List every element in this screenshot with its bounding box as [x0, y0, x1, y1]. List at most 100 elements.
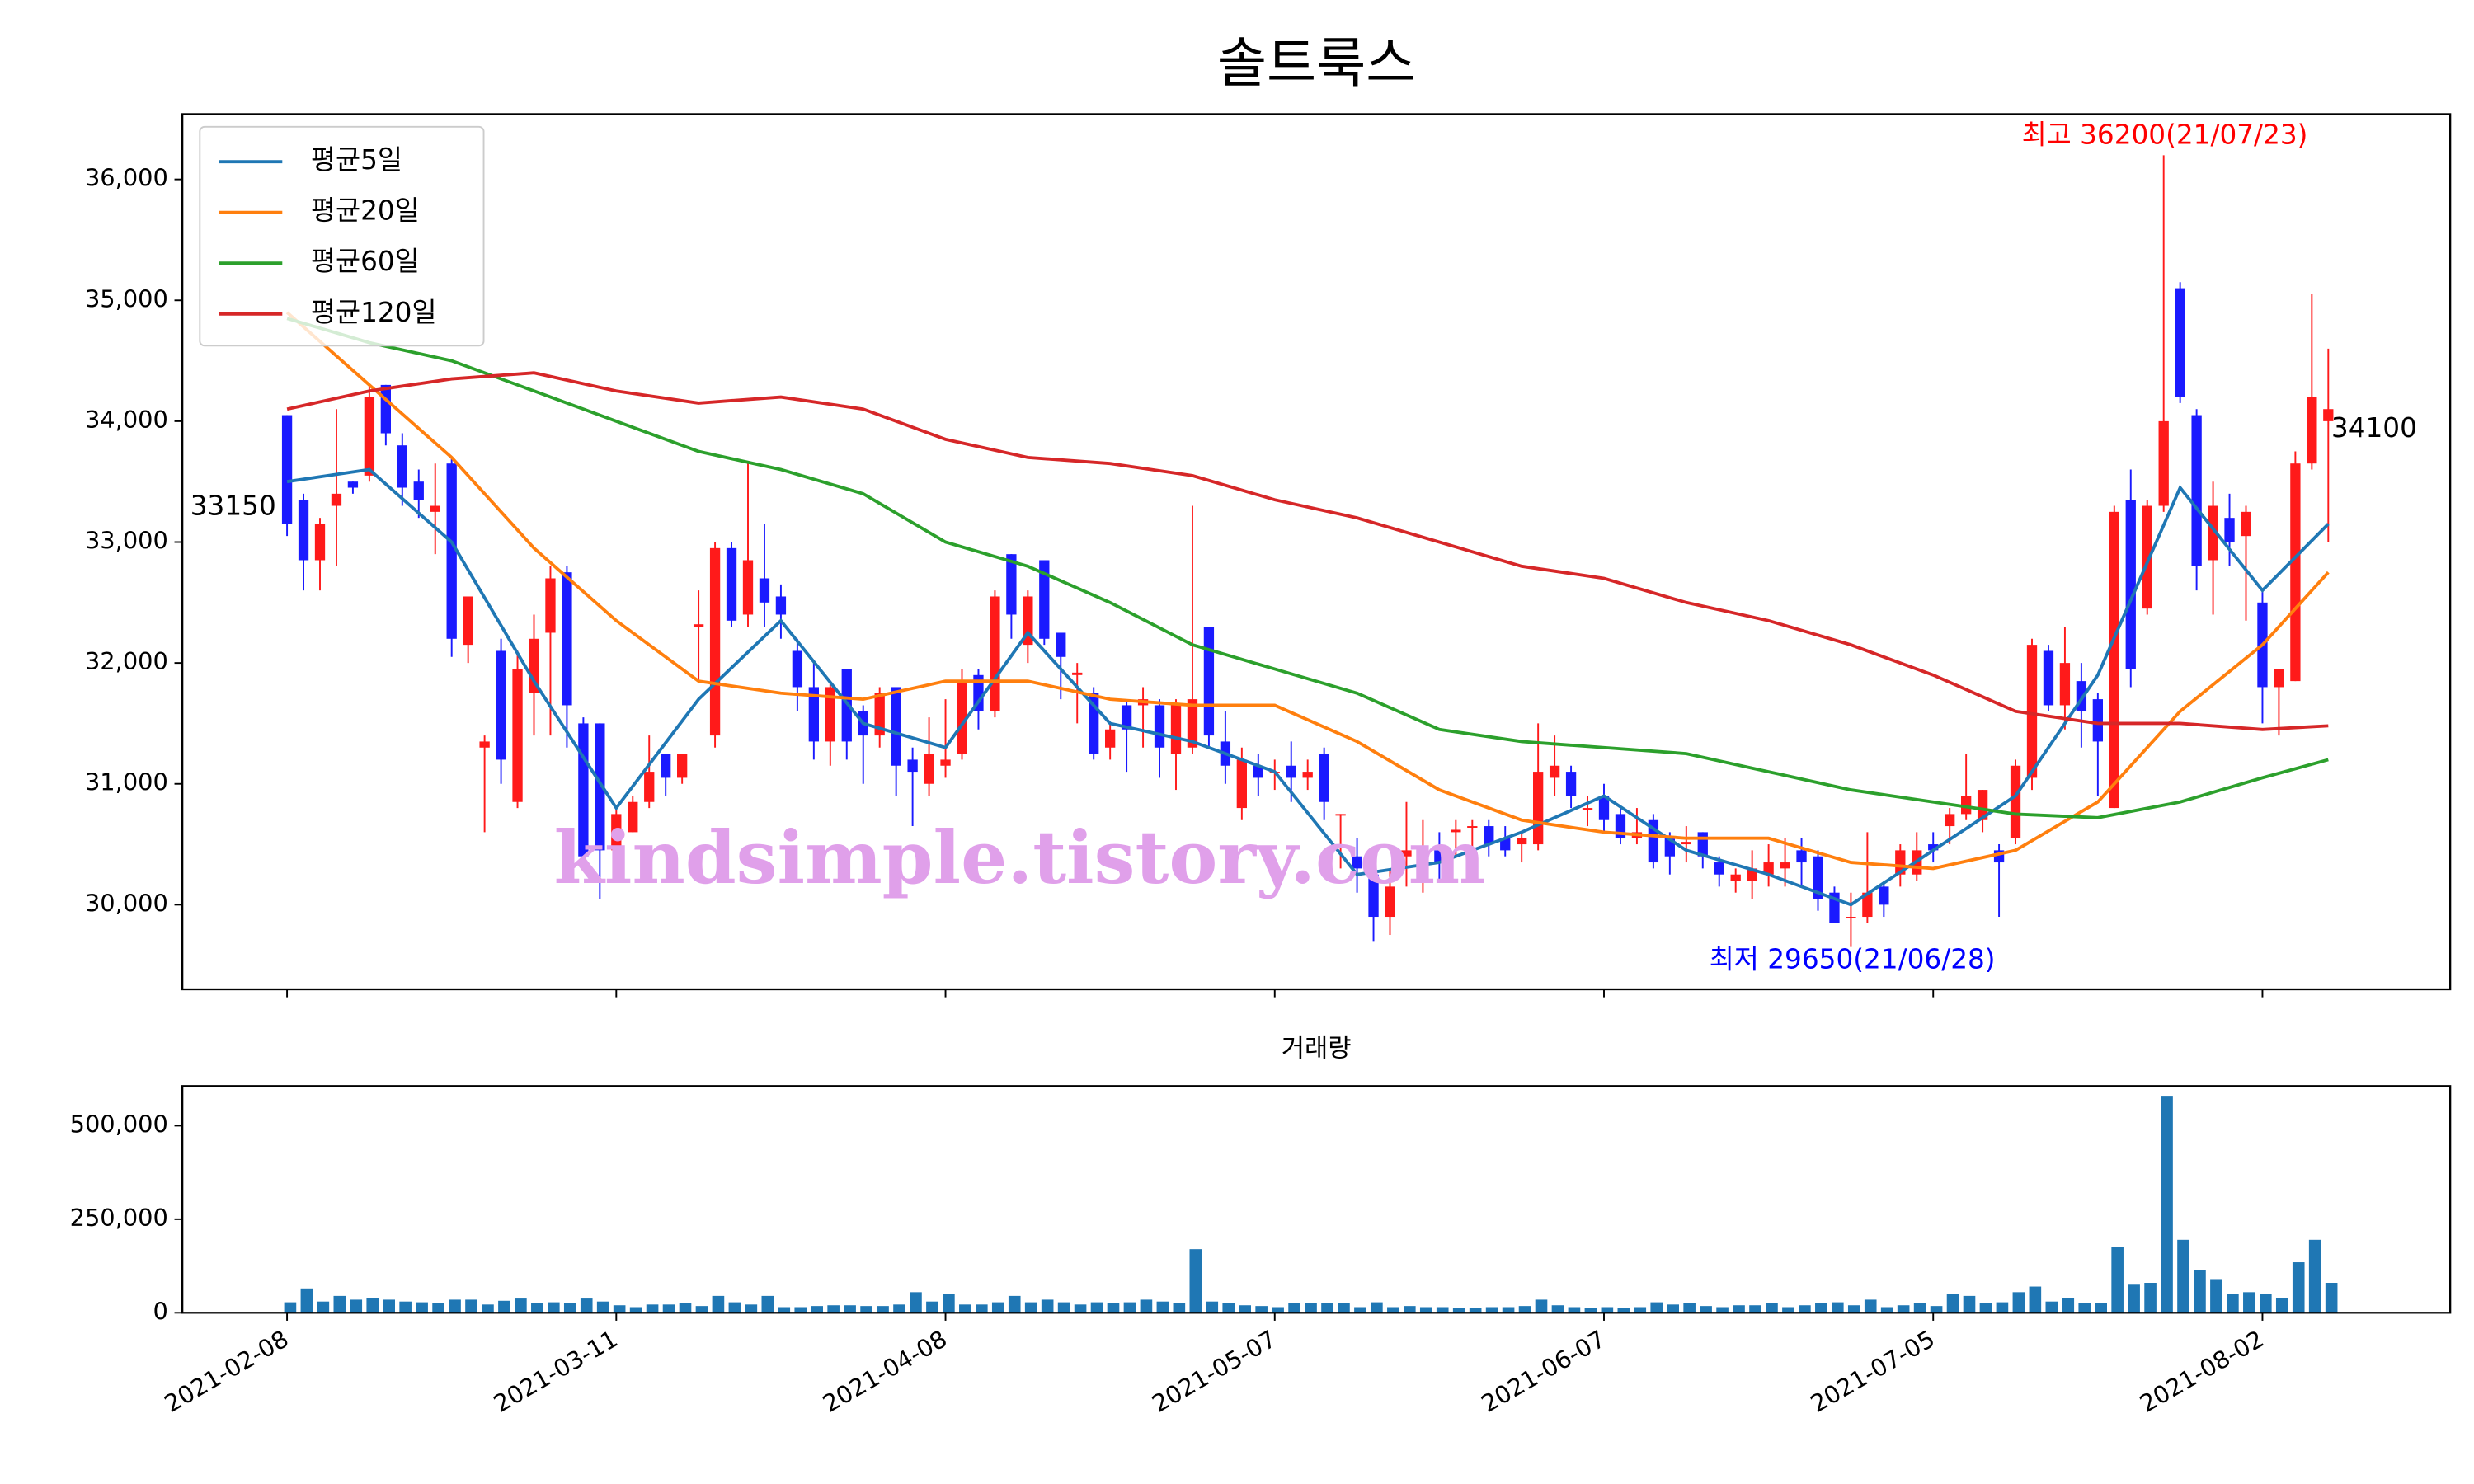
candle-body	[973, 674, 984, 711]
volume-bar	[910, 1292, 922, 1313]
candle-body	[2307, 397, 2317, 464]
candle-body	[496, 650, 506, 760]
candle-body	[1385, 886, 1395, 918]
volume-bar	[1404, 1306, 1416, 1313]
candle-body	[479, 741, 490, 748]
volume-bar	[712, 1295, 725, 1313]
candle-body	[907, 759, 918, 773]
candle-body	[2158, 420, 2169, 506]
candle-body	[1846, 917, 1856, 918]
volume-bar	[2095, 1303, 2107, 1313]
volume-bar	[1024, 1302, 1037, 1313]
plot-frame	[181, 113, 2452, 991]
y-tick-label: 0	[153, 1297, 168, 1325]
candle-body	[2274, 669, 2284, 688]
volume-bar	[1880, 1307, 1893, 1313]
volume-bar	[563, 1303, 576, 1313]
candle-body	[1121, 705, 1132, 730]
candle-body	[1352, 856, 1362, 869]
volume-bar	[1255, 1306, 1268, 1313]
volume-bar	[1650, 1302, 1663, 1313]
volume-bar	[1979, 1303, 1992, 1313]
candle-body	[792, 650, 803, 688]
volume-bar	[1288, 1303, 1300, 1313]
volume-bar	[1832, 1302, 1844, 1313]
legend-label: 평균5일	[311, 144, 402, 176]
volume-bar	[1617, 1308, 1630, 1313]
candle-body	[1368, 874, 1379, 918]
candle-body	[1681, 842, 1691, 845]
candle-body	[364, 397, 375, 476]
candle-body	[545, 578, 556, 633]
volume-bar	[662, 1304, 675, 1313]
candle-body	[1105, 729, 1116, 748]
volume-bar	[2161, 1096, 2173, 1313]
volume-bar	[2292, 1262, 2305, 1313]
annotation: 최고 36200(21/07/23)	[2022, 119, 2308, 150]
y-tick-label: 500,000	[70, 1110, 168, 1138]
candle-body	[2059, 663, 2071, 706]
volume-bar	[1601, 1307, 1614, 1313]
candle-body	[2224, 518, 2235, 542]
volume-bar	[761, 1295, 774, 1313]
candle-body	[742, 560, 754, 615]
volume-bar	[300, 1288, 313, 1313]
chart-title: 솔트룩스	[1217, 32, 1416, 95]
volume-bar	[1338, 1303, 1350, 1313]
volume-bar	[284, 1302, 297, 1313]
candle-body	[2026, 645, 2038, 778]
candle-body	[281, 415, 293, 524]
volume-bar	[1782, 1307, 1794, 1313]
candle-body	[347, 481, 359, 488]
volume-bar	[531, 1303, 543, 1313]
legend-label: 평균60일	[311, 246, 420, 277]
candle-body	[1056, 632, 1066, 657]
candle-body	[1418, 853, 1428, 857]
volume-bar	[1518, 1306, 1531, 1313]
candle-body	[644, 772, 655, 802]
candle-body	[1879, 886, 1889, 905]
candle-body	[1500, 838, 1511, 851]
volume-bar	[1090, 1302, 1103, 1313]
candle-body	[1780, 862, 1790, 869]
volume-bar	[679, 1303, 692, 1313]
volume-bar	[449, 1299, 461, 1313]
volume-bar	[1057, 1302, 1070, 1313]
y-tick-label: 32,000	[85, 647, 168, 675]
candle-body	[759, 578, 770, 603]
volume-bar	[1371, 1302, 1383, 1313]
volume-bar	[745, 1304, 758, 1313]
volume-bar	[432, 1303, 444, 1313]
volume-bar	[1008, 1295, 1021, 1313]
candle-body	[1236, 759, 1248, 809]
candle-body	[677, 754, 688, 778]
candle-body	[298, 500, 309, 561]
volume-bar	[2308, 1239, 2321, 1313]
volume-bar	[860, 1306, 872, 1313]
volume-bar	[728, 1302, 741, 1313]
volume-bar	[1387, 1307, 1399, 1313]
volume-bar	[1749, 1305, 1761, 1313]
candle-body	[1319, 754, 1329, 802]
candle-body	[1533, 772, 1544, 845]
volume-bar	[2227, 1294, 2239, 1313]
volume-bar	[2062, 1298, 2075, 1313]
candle-body	[1730, 874, 1741, 881]
annotation: 최저 29650(21/06/28)	[1710, 943, 1996, 974]
candle-body	[1796, 850, 1807, 863]
volume-bar	[976, 1304, 988, 1313]
volume-bar	[1305, 1303, 1317, 1313]
volume-bar	[1354, 1307, 1366, 1313]
candle-body	[2125, 500, 2136, 669]
volume-bar	[1436, 1307, 1449, 1313]
volume-bar	[350, 1299, 363, 1313]
y-tick-label: 36,000	[85, 164, 168, 192]
volume-bar	[1041, 1299, 1054, 1313]
candle-body	[413, 481, 424, 500]
candle-body	[924, 754, 934, 784]
y-tick-label: 33,000	[85, 527, 168, 555]
volume-bar	[1815, 1303, 1827, 1313]
candle-body	[1945, 814, 1955, 827]
candle-body	[1072, 672, 1083, 675]
volume-bar	[2194, 1270, 2206, 1313]
